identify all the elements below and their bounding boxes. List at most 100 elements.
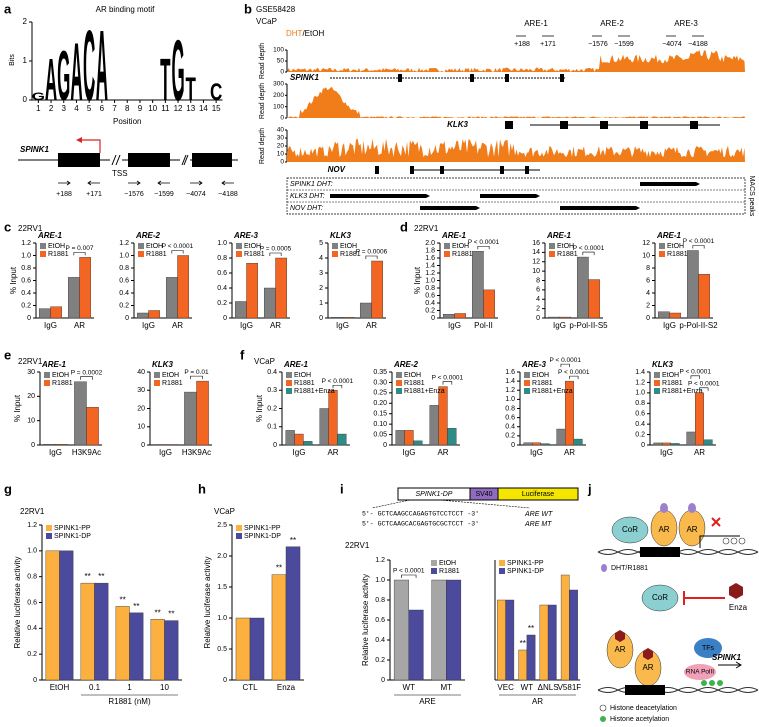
peak	[420, 206, 480, 210]
bar	[657, 311, 670, 319]
dht-key	[601, 564, 607, 572]
histone-on	[701, 680, 707, 686]
bar	[429, 405, 439, 446]
signal	[287, 50, 745, 72]
exon	[410, 166, 414, 174]
legend-swatch	[431, 560, 437, 566]
legend-swatch	[549, 243, 555, 249]
p-value: P < 0.0001	[432, 374, 464, 381]
x-tick-label: AR	[564, 448, 575, 457]
y-tick-label: 0.6	[635, 411, 645, 418]
y-tick-label: 0.05	[373, 431, 387, 438]
peak	[640, 182, 700, 186]
logo-letter: G	[57, 37, 70, 115]
y-tick-label: 0.2	[119, 302, 129, 309]
bar	[662, 442, 671, 446]
legend-swatch	[40, 251, 46, 257]
bar	[505, 599, 515, 681]
legend-swatch	[524, 380, 530, 386]
y-tick-label: 0	[280, 69, 284, 76]
x-tick-label: 11	[161, 104, 170, 113]
are-label: ARE-2	[136, 155, 162, 164]
track-ylabel: Read depth	[259, 83, 266, 119]
y-tick-label: 2	[646, 302, 650, 309]
bar	[359, 302, 372, 319]
legend-label: EtOH	[146, 243, 163, 250]
key-on	[600, 716, 606, 722]
x-tick-label: AR	[270, 321, 281, 330]
x-tick-label: WT	[403, 683, 416, 692]
bar	[447, 428, 457, 446]
macs-label: MACS peaks	[748, 176, 755, 217]
exon	[505, 74, 509, 82]
y-tick-label: 0.4	[27, 625, 37, 632]
y-tick-label: 3	[319, 270, 323, 277]
y-tick-label: 50	[277, 58, 285, 65]
star-label: **	[520, 639, 526, 648]
bar	[431, 579, 447, 681]
y-tick-label: 0	[141, 442, 145, 449]
y-tick-label: 14	[532, 249, 540, 256]
legend-label: EtOH	[340, 243, 357, 250]
y-tick-label: 30	[27, 369, 35, 376]
model-label: TFs	[702, 645, 715, 652]
logo-letter: A	[45, 47, 57, 114]
tss-label: TSS	[112, 169, 128, 178]
break	[183, 154, 189, 166]
cell-line: VCaP	[214, 507, 235, 516]
y-tick-label: 1.2	[21, 240, 31, 247]
legend-swatch	[236, 243, 242, 249]
y-tick-label: 0.8	[375, 597, 385, 604]
y-tick-label: 0.2	[635, 431, 645, 438]
y-tick-label: 0	[383, 442, 387, 449]
cor	[641, 584, 679, 612]
cell-line: 22RV1	[18, 224, 43, 233]
bar	[526, 634, 536, 681]
model-label: AR	[686, 525, 697, 534]
histone-on	[709, 680, 715, 686]
model-label: Histone deacetylation	[610, 705, 677, 712]
chart-title: ARE-1	[41, 360, 67, 369]
tss-head	[76, 137, 82, 143]
bar	[129, 612, 144, 681]
star-label: **	[133, 602, 139, 611]
bar	[235, 617, 251, 681]
chart-title: ARE-1	[441, 231, 467, 240]
legend-swatch	[44, 372, 50, 378]
panel-label: j	[587, 481, 592, 496]
y-tick-label: 1.0	[425, 277, 435, 284]
bracket	[442, 381, 453, 385]
panel-label: f	[240, 347, 245, 362]
y-tick-label: 100	[273, 103, 284, 110]
legend-label: EtOH	[52, 372, 69, 379]
are-label: ARE-3	[674, 19, 698, 28]
legend-label: SPINK1-PP	[54, 525, 91, 532]
bar	[540, 443, 550, 446]
bar	[588, 279, 601, 319]
y-tick-label: 1.2	[27, 522, 37, 529]
exon	[440, 166, 444, 174]
y-tick-label: 0.1	[267, 424, 277, 431]
legend-label: EtOH	[162, 372, 179, 379]
legend-label: R1881+Enza	[404, 388, 445, 395]
cell-line: 22RV1	[20, 507, 45, 516]
bar	[556, 428, 566, 446]
y-label: Relative luciferase activity	[13, 556, 22, 648]
legend-label: SPINK1-DP	[507, 568, 544, 575]
bracket	[699, 387, 709, 391]
legend-label: R1881	[404, 380, 425, 387]
bracket	[690, 375, 700, 379]
y-tick-label: 0	[223, 677, 227, 684]
y-tick-label: 1.8	[425, 247, 435, 254]
sequence: 5′- GCTCAAGCACGAGTGCGCTCCT -3′	[362, 521, 479, 528]
bar	[547, 316, 560, 319]
x-tick-label: AR	[366, 321, 377, 330]
legend-dht: DHT	[286, 29, 303, 38]
y-tick-label: 1.4	[505, 378, 515, 385]
y-tick-label: 0.2	[27, 651, 37, 658]
exon	[640, 121, 648, 129]
y-tick-label: 2.5	[217, 522, 227, 529]
y-tick-label: 0.6	[217, 270, 227, 277]
y-tick-label: 0	[431, 315, 435, 322]
x-tick-label: VEC	[497, 683, 514, 692]
